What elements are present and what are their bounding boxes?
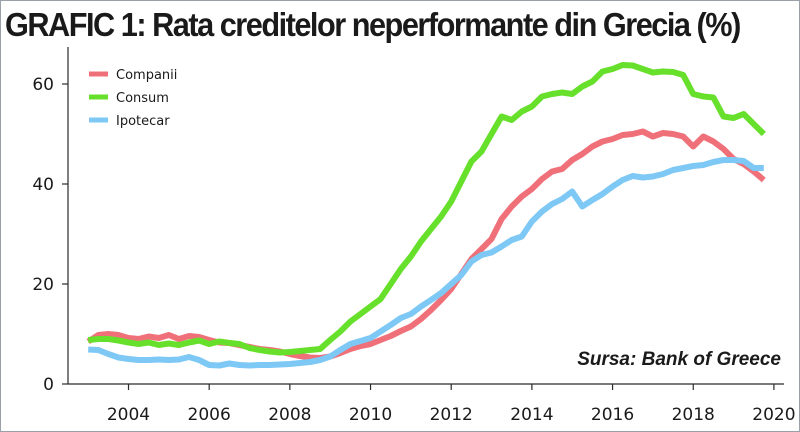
series-line-ipotecar — [88, 157, 764, 369]
x-tick-label: 2012 — [430, 405, 473, 425]
series-line-companii — [86, 128, 766, 361]
x-tick-label: 2020 — [752, 405, 795, 425]
legend-label: Ipotecar — [116, 114, 170, 129]
source-note: Sursa: Bank of Greece — [577, 349, 781, 370]
x-tick-label: 2014 — [510, 405, 553, 425]
axes: 0 20 40 60 2004 2006 2008 2010 2012 2014 2016 2018 2… — [32, 47, 796, 425]
legend-label: Companii — [116, 68, 177, 83]
x-tick-label: 2008 — [268, 405, 311, 425]
x-tick-label: 2006 — [188, 405, 231, 425]
x-tick-label: 2018 — [672, 405, 715, 425]
x-tick-label: 2016 — [591, 405, 634, 425]
x-tick-label: 2010 — [349, 405, 392, 425]
y-tick-label: 40 — [32, 175, 54, 195]
chart-title: GRAFIC 1: Rata creditelor neperformante … — [5, 6, 741, 43]
series-lines — [86, 62, 766, 369]
series-line-consum — [87, 62, 766, 356]
legend: Companii Consum Ipotecar — [89, 68, 177, 129]
y-tick-label: 20 — [32, 275, 54, 295]
x-tick-label: 2004 — [107, 405, 150, 425]
legend-label: Consum — [116, 91, 169, 106]
y-tick-label: 0 — [43, 375, 54, 395]
y-tick-label: 60 — [32, 75, 54, 95]
